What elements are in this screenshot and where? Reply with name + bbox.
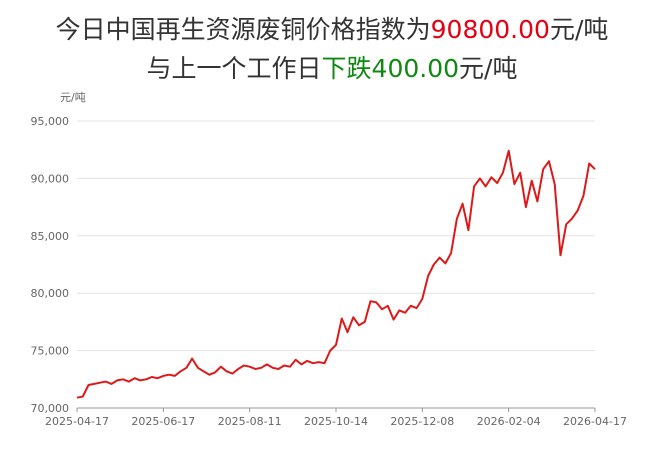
x-tick-label: 2025-12-08 (390, 415, 454, 428)
x-tick-label: 2025-08-11 (218, 415, 282, 428)
y-tick-label: 95,000 (31, 115, 70, 128)
title-part: 元/吨 (459, 54, 517, 83)
title-change: 下跌400.00 (322, 54, 459, 83)
x-tick-label: 2026-02-04 (477, 415, 541, 428)
title-line-2: 与上一个工作日下跌400.00元/吨 (147, 54, 518, 83)
y-tick-label: 70,000 (31, 402, 70, 415)
title-part: 与上一个工作日 (147, 54, 322, 83)
y-tick-label: 75,000 (31, 345, 70, 358)
title-line-1: 今日中国再生资源废铜价格指数为90800.00元/吨 (56, 15, 609, 44)
y-tick-label: 90,000 (31, 172, 70, 185)
x-tick-label: 2025-06-17 (131, 415, 195, 428)
x-tick-label: 2025-04-17 (45, 415, 109, 428)
y-axis-label: 元/吨 (60, 91, 86, 104)
title-part: 今日中国再生资源废铜价格指数为 (56, 15, 431, 44)
x-tick-label: 2025-10-14 (304, 415, 368, 428)
x-tick-label: 2026-04-17 (563, 415, 627, 428)
y-tick-label: 80,000 (31, 287, 70, 300)
title-part: 元/吨 (550, 15, 608, 44)
price-line (76, 149, 596, 399)
title-price: 90800.00 (431, 15, 550, 44)
y-tick-label: 85,000 (31, 230, 70, 243)
